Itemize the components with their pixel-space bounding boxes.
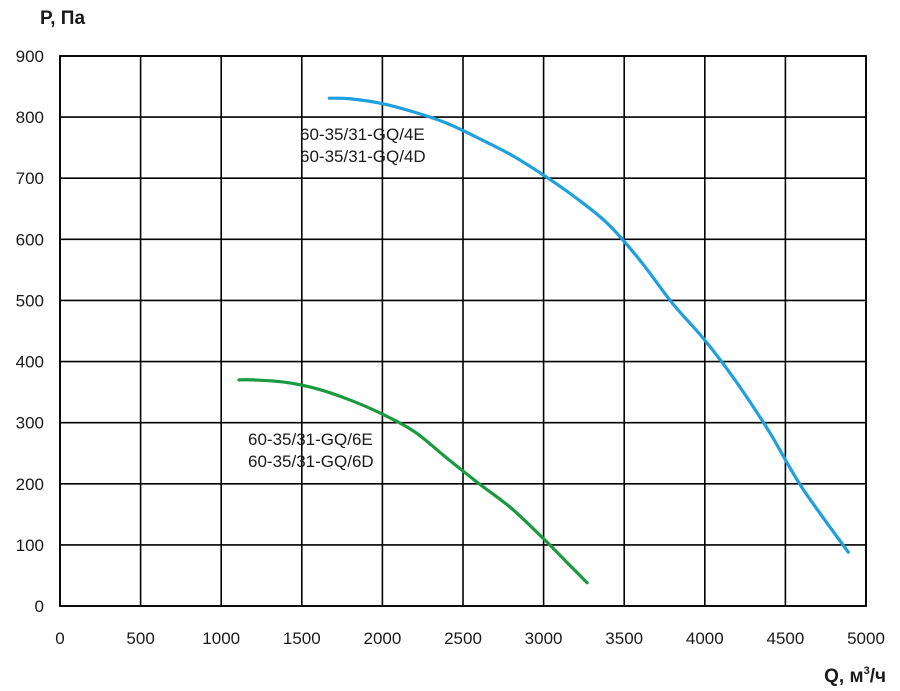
series-curve-0 (327, 96, 850, 554)
x-axis-title-tail: /ч (870, 666, 886, 687)
x-tick-label: 1500 (283, 629, 321, 648)
series-4-label-line1: 60-35/31-GQ/4E (300, 125, 425, 144)
y-axis-title: P, Па (40, 8, 85, 29)
series-curve-1 (237, 378, 589, 585)
x-axis-title: Q, м3/ч (824, 665, 886, 687)
series-curves (237, 96, 850, 585)
y-tick-label: 300 (16, 414, 44, 433)
y-tick-label: 500 (16, 291, 44, 310)
x-tick-label: 0 (55, 629, 64, 648)
y-tick-label: 900 (16, 47, 44, 66)
series-6-label-line1: 60-35/31-GQ/6E (248, 430, 373, 449)
x-tick-label: 5000 (847, 629, 885, 648)
x-tick-label: 4500 (766, 629, 804, 648)
y-tick-label: 400 (16, 353, 44, 372)
x-axis-title-main: Q, м (824, 666, 863, 687)
series-6-label-line2: 60-35/31-GQ/6D (248, 452, 374, 471)
x-tick-label: 4000 (686, 629, 724, 648)
x-tick-label: 3000 (525, 629, 563, 648)
grid (59, 55, 867, 607)
x-tick-label: 2500 (444, 629, 482, 648)
plot-frame (59, 55, 867, 607)
y-tick-label: 600 (16, 230, 44, 249)
x-tick-label: 500 (126, 629, 154, 648)
x-axis-title-superscript: 3 (864, 665, 870, 677)
x-tick-label: 2000 (363, 629, 401, 648)
series-4-label-line2: 60-35/31-GQ/4D (300, 147, 426, 166)
y-tick-label: 0 (35, 597, 44, 616)
tick-labels: 0 500 1000 1500 2000 2500 3000 3500 4000 4500 5000… (16, 47, 885, 648)
y-tick-label: 800 (16, 108, 44, 127)
y-tick-label: 100 (16, 536, 44, 555)
y-tick-label: 700 (16, 169, 44, 188)
x-tick-label: 1000 (202, 629, 240, 648)
x-tick-label: 3500 (605, 629, 643, 648)
y-tick-label: 200 (16, 475, 44, 494)
